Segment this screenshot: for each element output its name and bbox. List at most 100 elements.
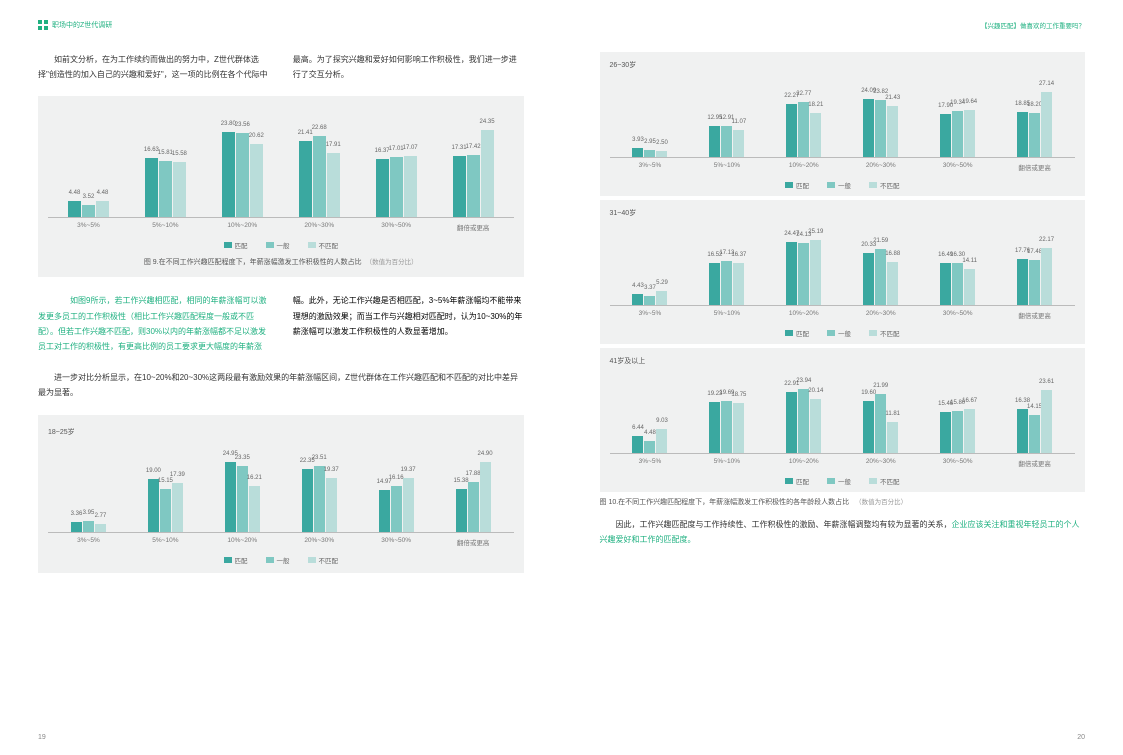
chart-legend: 匹配 一般 不匹配 [610, 180, 1076, 190]
legend-swatch [266, 557, 274, 563]
bar: 16.30 [952, 263, 963, 305]
mid-paragraph: 进一步对比分析显示，在10~20%和20~30%这两段最有激励效果的年薪涨幅区间… [38, 370, 524, 400]
legend-item: 不匹配 [869, 180, 900, 190]
chart-age-18-25: 18~25岁3.363.952.7719.0015.1517.3924.9523… [38, 415, 524, 573]
bar: 19.37 [403, 478, 414, 532]
bar-value: 19.37 [324, 467, 339, 473]
bar: 16.37 [733, 263, 744, 305]
x-label: 20%~30% [842, 310, 919, 320]
bar: 17.07 [404, 156, 417, 217]
bar-value: 21.41 [298, 130, 313, 136]
logo-icon [38, 20, 48, 30]
bar: 3.36 [71, 522, 82, 531]
bar-group: 24.4724.1325.19 [765, 240, 842, 305]
legend-swatch [827, 182, 835, 188]
doc-title-text: 职场中的Z世代调研 [52, 20, 112, 30]
legend-item: 不匹配 [869, 476, 900, 486]
bar: 3.37 [644, 296, 655, 305]
x-label: 30%~50% [358, 222, 435, 232]
bar-value: 16.21 [247, 475, 262, 481]
bar: 23.80 [222, 132, 235, 217]
legend-item: 一般 [827, 180, 851, 190]
x-label: 10%~20% [204, 537, 281, 547]
bar-group: 23.8023.5620.62 [204, 132, 281, 217]
bar-value: 18.20 [1027, 102, 1042, 108]
conclusion-paragraph: 因此，工作兴趣匹配度与工作持续性、工作积极性的激励、年薪涨幅调整均有较为显著的关… [600, 517, 1086, 547]
bar-value: 15.58 [172, 151, 187, 157]
chart-caption-sub: （数值为百分比） [366, 259, 418, 266]
bar-group: 15.3817.8824.90 [435, 462, 512, 531]
bar: 2.77 [95, 524, 106, 532]
bar-value: 17.01 [389, 146, 404, 152]
legend-label: 一般 [838, 328, 851, 338]
bar: 23.56 [236, 133, 249, 217]
bar: 18.21 [810, 113, 821, 157]
x-label: 翻倍或更高 [435, 537, 512, 547]
bar: 18.20 [1029, 113, 1040, 157]
chart-age-label: 31~40岁 [610, 208, 1076, 218]
chart-legend: 匹配一般不匹配 [48, 240, 514, 250]
bar-value: 19.00 [146, 468, 161, 474]
chart-age-31-40: 31~40岁4.433.375.2916.5217.1316.3724.4724… [600, 200, 1086, 344]
bar: 16.63 [145, 158, 158, 217]
x-label: 翻倍或更高 [435, 222, 512, 232]
legend-item: 一般 [266, 555, 290, 565]
legend-item: 匹配 [785, 476, 809, 486]
legend-label: 匹配 [796, 180, 809, 190]
bar: 17.01 [390, 157, 403, 218]
x-label: 30%~50% [919, 458, 996, 468]
bar: 24.47 [786, 242, 797, 305]
bar-value: 18.21 [808, 102, 823, 108]
legend-label: 不匹配 [880, 180, 900, 190]
bar-value: 23.94 [796, 378, 811, 384]
bar: 15.80 [952, 411, 963, 453]
chart-age-label: 18~25岁 [48, 427, 514, 437]
legend-item: 不匹配 [869, 328, 900, 338]
bar-value: 4.48 [97, 190, 109, 196]
page-number-left: 19 [38, 734, 46, 741]
legend-label: 不匹配 [880, 328, 900, 338]
legend-item: 不匹配 [308, 240, 339, 250]
chart-bars: 4.433.375.2916.5217.1316.3724.4724.1325.… [610, 224, 1076, 306]
bar: 25.19 [810, 240, 821, 305]
bar: 4.43 [632, 294, 643, 305]
x-label: 翻倍或更高 [996, 310, 1073, 320]
legend-swatch [869, 330, 877, 336]
bar: 21.41 [299, 141, 312, 217]
bar-group: 4.433.375.29 [612, 291, 689, 305]
bar: 2.50 [656, 151, 667, 157]
bar: 12.95 [709, 126, 720, 157]
bar: 23.82 [875, 100, 886, 157]
bar: 16.21 [249, 486, 260, 531]
bar-value: 14.11 [962, 258, 977, 264]
x-label: 10%~20% [765, 458, 842, 468]
bar: 17.48 [1029, 260, 1040, 305]
legend-item: 匹配 [224, 555, 248, 565]
bar: 12.91 [721, 126, 732, 157]
bar: 22.35 [302, 469, 313, 531]
legend-swatch [224, 557, 232, 563]
bar: 22.27 [786, 104, 797, 157]
bar: 22.17 [1041, 248, 1052, 305]
bar: 18.85 [1017, 112, 1028, 157]
bar-group: 3.932.952.50 [612, 148, 689, 157]
bar: 19.60 [863, 401, 874, 453]
legend-label: 匹配 [796, 476, 809, 486]
bar-group: 19.6021.9911.81 [842, 394, 919, 453]
bar: 19.34 [952, 111, 963, 157]
bar-value: 17.07 [403, 145, 418, 151]
page-left: 职场中的Z世代调研 如前文分析，在为工作续约而做出的努力中，Z世代群体选择"创造… [0, 0, 562, 755]
legend-label: 一般 [838, 180, 851, 190]
bar-group: 3.363.952.77 [50, 521, 127, 532]
bar: 27.14 [1041, 92, 1052, 157]
bar-value: 15.15 [158, 478, 173, 484]
bar-group: 18.8518.2027.14 [996, 92, 1073, 157]
bar-value: 17.39 [170, 472, 185, 478]
intro-paragraph: 如前文分析，在为工作续约而做出的努力中，Z世代群体选择"创造性的加入自己的兴趣和… [38, 52, 524, 82]
bar-value: 16.63 [144, 147, 159, 153]
bar-value: 14.15 [1027, 404, 1042, 410]
legend-label: 匹配 [235, 240, 248, 250]
x-label: 3%~5% [50, 222, 127, 232]
bar-group: 16.6315.8115.58 [127, 158, 204, 217]
analysis-green: 如图9所示，若工作兴趣相匹配，相同的年薪涨幅可以激发更多员工的工作积极性（相比工… [38, 296, 266, 351]
